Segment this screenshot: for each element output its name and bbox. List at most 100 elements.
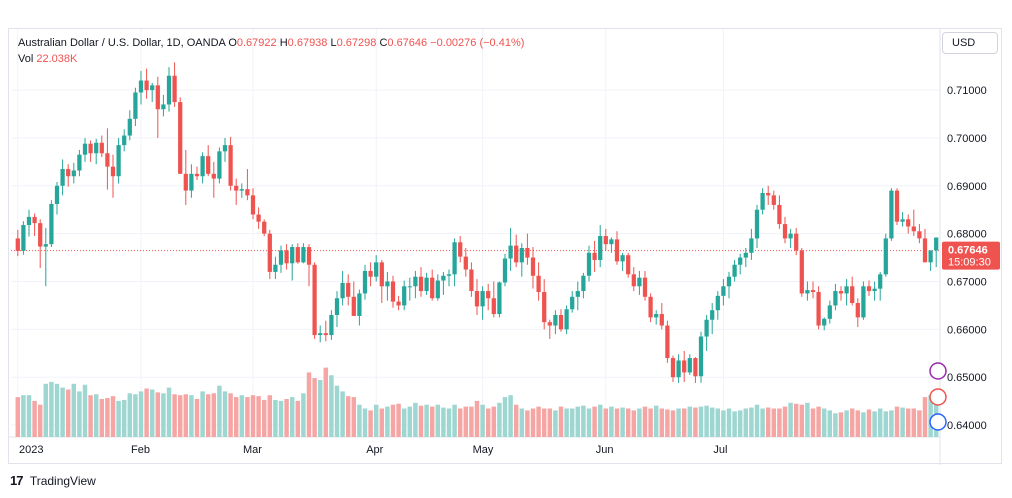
volume-bar (306, 372, 312, 437)
candle-body (379, 262, 384, 287)
volume-bar (211, 393, 217, 437)
volume-bar (480, 404, 485, 437)
volume-bar (200, 391, 205, 437)
volume-bar (889, 410, 894, 437)
volume-bar (127, 393, 133, 437)
volume-bar (233, 397, 239, 437)
volume-bar (625, 408, 631, 437)
high-value: 0.67938 (287, 37, 328, 49)
candle-body (872, 288, 877, 292)
candle-body (805, 290, 810, 294)
volume-bar (513, 404, 519, 437)
candle-body (519, 248, 524, 263)
candle-body (558, 314, 564, 330)
candle-body (682, 360, 687, 373)
candle-body (166, 75, 172, 105)
volume-bar (37, 404, 43, 437)
volume-bar (407, 406, 413, 437)
volume-bar (827, 410, 833, 437)
low-label: L (330, 37, 337, 49)
candle-body (105, 153, 110, 167)
candle-body (295, 247, 300, 263)
candle-body (206, 156, 211, 174)
candle-body (144, 80, 149, 91)
volume-bar (138, 391, 144, 437)
candle-body (38, 223, 43, 247)
volume-bar (597, 404, 603, 437)
candle-body (922, 238, 928, 263)
candle-body (390, 281, 396, 302)
candle-body (861, 286, 866, 318)
candle-body (698, 336, 704, 377)
candle-body (917, 231, 922, 239)
candle-body (446, 274, 452, 276)
volume-bar (508, 395, 513, 437)
candle-body (570, 296, 575, 310)
volume-bar (497, 402, 502, 437)
currency-button[interactable]: USD (942, 32, 998, 54)
y-tick-label: 0.71000 (947, 85, 987, 97)
volume-bar (441, 407, 446, 437)
symbol-title: Australian Dollar / U.S. Dollar, 1D, OAN… (18, 37, 226, 49)
candle-body (525, 248, 530, 258)
x-tick-label: Apr (366, 444, 383, 456)
candle-body (687, 358, 692, 373)
x-tick-label: 2023 (19, 444, 43, 456)
volume-bar (334, 385, 340, 437)
candle-body (133, 92, 138, 119)
candle-body (407, 286, 412, 288)
candle-body (54, 185, 60, 204)
volume-bar (754, 404, 760, 437)
tradingview-brand[interactable]: TradingView (29, 473, 96, 488)
candle-body (782, 224, 788, 239)
tradingview-logo-icon[interactable]: 17 (10, 473, 24, 489)
volume-bar (457, 408, 463, 437)
volume-bar (228, 393, 233, 437)
candle-body (155, 85, 160, 110)
volume-bar (592, 406, 597, 437)
volume-bar (681, 408, 687, 437)
volume-bar (799, 404, 805, 437)
volume-bar (905, 408, 911, 437)
volume-bar (222, 391, 228, 437)
candle-body (906, 219, 911, 227)
candle-body (486, 291, 491, 299)
candle-body (788, 233, 793, 239)
candle-body (648, 296, 653, 318)
volume-bar (810, 408, 816, 437)
volume-bar (77, 391, 82, 437)
candle-body (480, 291, 485, 307)
volume-bar (385, 406, 390, 437)
candle-body (866, 286, 872, 292)
candle-body (693, 358, 698, 377)
candle-body (838, 291, 844, 294)
candle-body (799, 250, 804, 294)
candle-body (665, 325, 670, 359)
volume-bar (413, 402, 418, 437)
volume-bar (676, 408, 681, 437)
volume-bar (833, 413, 838, 437)
volume-bar (373, 404, 379, 437)
candle-body (278, 250, 284, 265)
volume-bar (121, 399, 127, 437)
candle-body (222, 145, 228, 152)
volume-bar (648, 408, 653, 437)
candle-body (60, 169, 65, 186)
candlestick-chart[interactable]: 0.71000 0.70000 0.69000 0.68000 0.67000 0.660… (9, 29, 1003, 465)
candle-body (458, 242, 463, 257)
volume-bar (250, 395, 256, 437)
volume-bar (620, 407, 625, 437)
volume-line: Vol 22.038K (18, 51, 524, 67)
volume-bar (777, 408, 782, 437)
ohlc-line: Australian Dollar / U.S. Dollar, 1D, OAN… (18, 35, 524, 51)
candle-body (771, 195, 776, 205)
candle-body (94, 142, 99, 154)
volume-bar (569, 408, 575, 437)
candle-body (738, 257, 743, 265)
x-tick-label: Jul (713, 444, 727, 456)
candle-body (329, 314, 334, 336)
volume-bar (709, 407, 715, 437)
candle-body (878, 274, 883, 289)
close-value: 0.67646 (387, 37, 428, 49)
volume-bar (65, 389, 71, 437)
